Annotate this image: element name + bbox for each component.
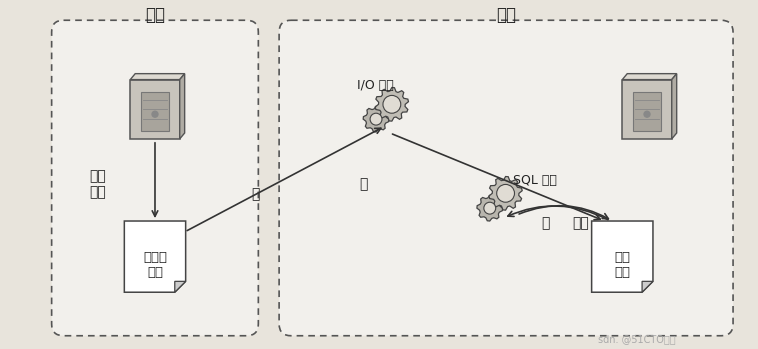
Text: 写: 写 bbox=[359, 177, 368, 191]
Text: 读: 读 bbox=[251, 187, 259, 201]
Polygon shape bbox=[363, 106, 389, 132]
Polygon shape bbox=[375, 88, 409, 121]
Circle shape bbox=[152, 111, 158, 117]
Text: 数据
更改: 数据 更改 bbox=[89, 169, 106, 199]
FancyBboxPatch shape bbox=[634, 92, 661, 131]
Circle shape bbox=[484, 202, 496, 214]
Circle shape bbox=[370, 113, 382, 125]
Polygon shape bbox=[175, 281, 186, 292]
Text: 读: 读 bbox=[541, 216, 550, 230]
Text: 中继
日志: 中继 日志 bbox=[614, 251, 631, 279]
FancyBboxPatch shape bbox=[142, 92, 168, 131]
Polygon shape bbox=[622, 74, 677, 80]
Text: 主库: 主库 bbox=[145, 6, 165, 24]
FancyBboxPatch shape bbox=[52, 20, 258, 336]
Polygon shape bbox=[672, 74, 677, 139]
Polygon shape bbox=[642, 281, 653, 292]
Text: 备库: 备库 bbox=[496, 6, 516, 24]
Polygon shape bbox=[180, 74, 185, 139]
Circle shape bbox=[383, 95, 401, 113]
Polygon shape bbox=[124, 221, 186, 292]
Text: sdn. @51CTO博客: sdn. @51CTO博客 bbox=[597, 334, 675, 344]
Text: I/O 线程: I/O 线程 bbox=[357, 79, 394, 92]
FancyBboxPatch shape bbox=[622, 80, 672, 139]
Text: 重放: 重放 bbox=[572, 216, 589, 230]
Polygon shape bbox=[489, 177, 522, 210]
Circle shape bbox=[644, 111, 650, 117]
Polygon shape bbox=[130, 74, 185, 80]
Circle shape bbox=[496, 184, 515, 202]
Polygon shape bbox=[592, 221, 653, 292]
FancyBboxPatch shape bbox=[279, 20, 733, 336]
Text: 二进制
日志: 二进制 日志 bbox=[143, 251, 167, 279]
Text: SQL 线程: SQL 线程 bbox=[512, 174, 556, 187]
Polygon shape bbox=[477, 195, 503, 221]
FancyBboxPatch shape bbox=[130, 80, 180, 139]
